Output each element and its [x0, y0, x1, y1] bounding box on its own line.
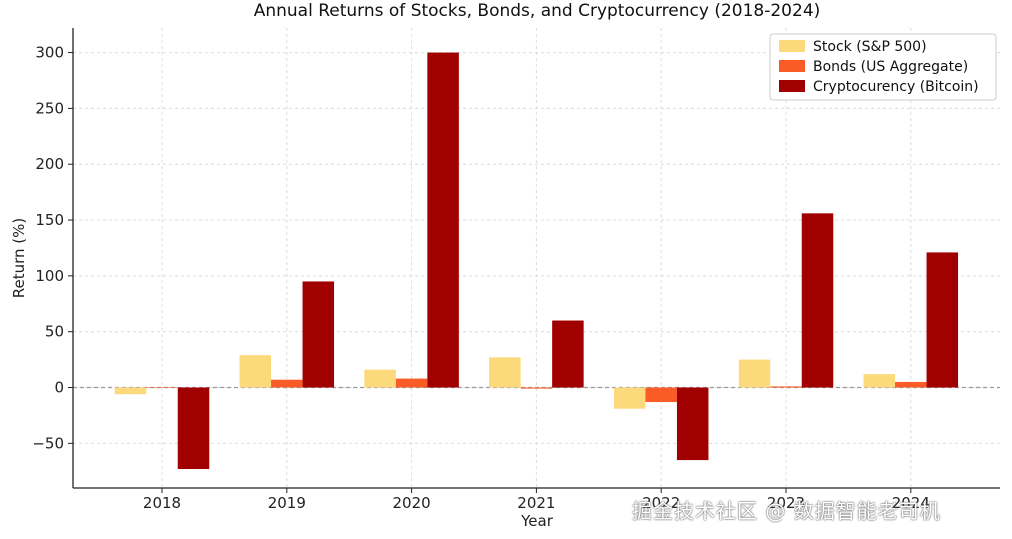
bar-cryptocurency-2020	[427, 52, 459, 388]
bar-cryptocurency-2019	[302, 281, 335, 388]
y-tick-label: 200	[35, 155, 64, 173]
bar-bonds-2019	[271, 379, 303, 388]
bar-bonds-2024	[895, 381, 927, 388]
legend-label: Cryptocurency (Bitcoin)	[813, 79, 979, 95]
legend: Stock (S&P 500) Bonds (US Aggregate) Crypt…	[769, 33, 997, 101]
y-tick-label: 150	[35, 211, 64, 229]
bar-stock-2019	[239, 355, 272, 388]
y-tick-label: 300	[35, 44, 64, 62]
bar-stock-2024	[863, 374, 896, 388]
bars-group	[114, 52, 959, 470]
legend-box	[769, 33, 997, 101]
legend-label: Stock (S&P 500)	[813, 39, 927, 55]
x-tick-labels: 2018 2019 2020 2021 2022 2023 2024	[143, 488, 930, 512]
x-tick-label: 2022	[642, 494, 680, 512]
chart-title: Annual Returns of Stocks, Bonds, and Cry…	[254, 1, 821, 21]
bar-bonds-2023	[770, 386, 802, 388]
bar-stock-2018	[114, 387, 147, 395]
watermark-text: 掘金技术社区 @ 数据智能老司机	[632, 499, 941, 523]
y-tick-label: −50	[32, 434, 64, 452]
legend-label: Bonds (US Aggregate)	[813, 59, 968, 75]
x-tick-label: 2023	[767, 494, 805, 512]
y-tick-labels: −50 0 50 100 150 200 250 300	[32, 44, 73, 452]
bar-bonds-2020	[395, 378, 428, 388]
bar-stock-2021	[489, 357, 521, 388]
bar-cryptocurency-2022	[676, 387, 709, 461]
legend-swatch	[779, 40, 805, 52]
x-axis-label: Year	[520, 512, 554, 530]
bar-stock-2020	[364, 369, 396, 388]
legend-swatch	[779, 80, 805, 92]
bar-bonds-2022	[645, 387, 677, 403]
x-tick-label: 2019	[268, 494, 306, 512]
bar-stock-2023	[738, 359, 771, 388]
y-tick-label: 50	[45, 323, 64, 341]
x-tick-label: 2018	[143, 494, 181, 512]
bar-cryptocurency-2023	[801, 213, 834, 388]
bar-stock-2022	[613, 387, 646, 409]
x-tick-label: 2024	[892, 494, 930, 512]
y-tick-label: 250	[35, 99, 64, 117]
bar-bonds-2018	[146, 387, 178, 389]
bar-bonds-2021	[520, 387, 553, 389]
legend-swatch	[779, 60, 805, 72]
bar-cryptocurency-2021	[552, 320, 584, 388]
y-tick-label: 100	[35, 267, 64, 285]
y-tick-label: 0	[54, 379, 64, 397]
bar-cryptocurency-2024	[926, 252, 959, 388]
x-tick-label: 2021	[517, 494, 555, 512]
x-tick-label: 2020	[393, 494, 431, 512]
bar-cryptocurency-2018	[177, 387, 210, 470]
y-axis-label: Return (%)	[10, 218, 28, 299]
